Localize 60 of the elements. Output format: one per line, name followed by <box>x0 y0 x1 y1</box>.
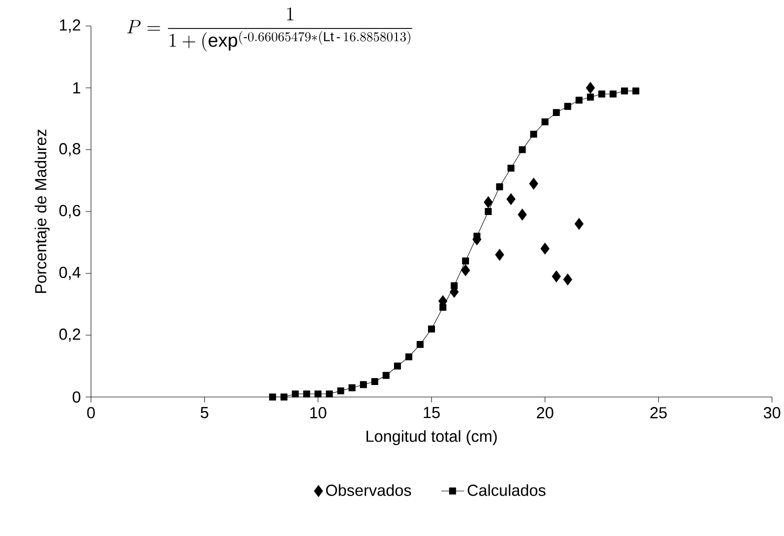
point <box>574 218 584 230</box>
point <box>518 208 527 220</box>
point <box>496 183 504 190</box>
point <box>518 146 526 154</box>
point <box>507 164 514 172</box>
point <box>540 242 550 254</box>
point <box>314 390 322 398</box>
point <box>576 96 583 104</box>
y-axis-title: Porcentaje de Madurez <box>34 130 50 293</box>
x-tick-label: 30 <box>764 407 780 418</box>
y-tick-label: 0,8 <box>59 143 80 156</box>
point <box>371 378 378 386</box>
point <box>280 394 288 400</box>
point <box>382 372 390 379</box>
point <box>586 94 594 101</box>
point <box>586 82 595 94</box>
y-tick-label: 0,4 <box>59 266 80 280</box>
point <box>348 384 356 392</box>
point <box>416 340 424 348</box>
x-tick-label: 25 <box>650 407 667 418</box>
x-tick-label: 0 <box>87 407 95 418</box>
point <box>405 353 412 360</box>
point <box>484 208 492 215</box>
point <box>269 394 276 400</box>
point <box>529 178 538 190</box>
point <box>428 326 435 332</box>
legend-label: Calculados <box>468 484 546 496</box>
y-tick-label: 0 <box>72 391 80 403</box>
point <box>303 390 310 398</box>
y-tick-label: 1 <box>73 82 80 94</box>
point <box>326 390 333 398</box>
x-tick-label: 10 <box>310 407 326 418</box>
point <box>462 257 470 264</box>
x-axis-title: Longitud total (cm) <box>366 430 497 446</box>
point <box>484 196 493 208</box>
point <box>563 274 572 286</box>
point <box>564 102 572 110</box>
point <box>360 381 367 388</box>
point <box>598 90 606 98</box>
y-tick-label: 1,2 <box>60 19 80 33</box>
point <box>461 264 470 276</box>
point <box>632 87 640 94</box>
point <box>394 362 401 370</box>
point <box>337 387 344 394</box>
point <box>542 118 548 126</box>
y-tick-label: 0,2 <box>59 328 80 342</box>
point <box>530 130 538 138</box>
x-tick-label: 20 <box>536 407 554 418</box>
point <box>495 248 504 261</box>
point <box>292 390 299 398</box>
point <box>620 87 628 94</box>
point <box>610 90 617 98</box>
point <box>506 193 516 206</box>
legend-label: Observados <box>326 484 412 496</box>
chart-title: $P=\frac{1}{1+(\mathrm{exp}^{(\text{-}0.66065479*(\mathrm{Lt}\,\text{-}\,16.8858013)}}$ <box>127 7 412 52</box>
point <box>552 109 560 116</box>
x-tick-label: 15 <box>424 407 440 418</box>
point <box>552 270 561 282</box>
x-tick-label: 5 <box>200 407 208 418</box>
y-tick-label: 0,6 <box>59 204 80 218</box>
